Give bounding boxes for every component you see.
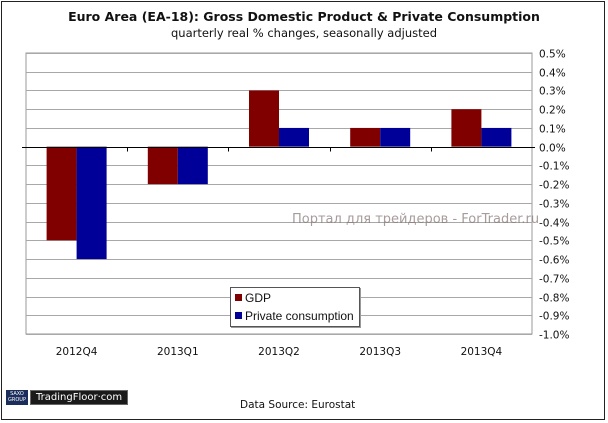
bar-private-consumption <box>76 146 107 260</box>
data-source: Data Source: Eurostat <box>240 399 356 411</box>
legend-label-gdp: GDP <box>245 291 272 305</box>
x-tick-label: 2012Q4 <box>56 346 98 358</box>
y-tick-label: 0.1% <box>539 124 566 136</box>
bar-gdp <box>249 90 279 147</box>
y-tick-label: 0.5% <box>539 49 566 61</box>
y-tick-label: -0.8% <box>539 293 569 305</box>
y-tick-label: 0.3% <box>539 86 566 98</box>
bar-gdp <box>147 146 178 185</box>
tradingfloor-logo: SAXO GROUP TradingFloor·com <box>6 390 129 405</box>
chart-subtitle: quarterly real % changes, seasonally adj… <box>170 26 438 40</box>
chart-legend: GDP Private consumption <box>230 287 360 327</box>
x-tick-label: 2013Q4 <box>461 346 503 358</box>
y-tick-label: -0.6% <box>539 255 569 267</box>
y-tick-label: -0.1% <box>539 161 569 173</box>
y-tick-label: 0.0% <box>539 143 566 155</box>
watermark: Портал для трейдеров - ForTrader.ru <box>292 212 540 227</box>
y-tick-label: -1.0% <box>539 330 569 342</box>
bar-private-consumption <box>380 127 411 147</box>
y-tick-label: -0.2% <box>539 180 569 192</box>
bar-gdp <box>350 127 381 147</box>
x-tick-label: 2013Q1 <box>157 346 199 358</box>
y-tick-label: -0.9% <box>539 311 569 323</box>
bar-private-consumption <box>177 146 208 185</box>
chart-title: Euro Area (EA-18): Gross Domestic Produc… <box>68 9 540 24</box>
bar-gdp <box>451 109 482 147</box>
x-tick-label: 2013Q2 <box>258 346 300 358</box>
bar-private-consumption <box>279 127 309 147</box>
legend-swatch-gdp <box>235 294 242 301</box>
legend-item-private-consumption: Private consumption <box>235 309 354 323</box>
y-tick-label: -0.3% <box>539 199 569 211</box>
saxo-logo: SAXO GROUP <box>6 390 28 405</box>
y-tick-label: -0.4% <box>539 218 569 230</box>
y-tick-label: 0.2% <box>539 105 566 117</box>
tradingfloor-logo-text: TradingFloor·com <box>30 390 129 405</box>
x-tick-label: 2013Q3 <box>359 346 401 358</box>
y-tick-label: 0.4% <box>539 68 566 80</box>
bar-gdp <box>46 146 77 241</box>
legend-swatch-private-consumption <box>235 312 242 319</box>
legend-label-private-consumption: Private consumption <box>245 309 354 323</box>
y-tick-label: -0.7% <box>539 274 569 286</box>
y-tick-label: -0.5% <box>539 236 569 248</box>
bar-private-consumption <box>481 127 512 147</box>
legend-item-gdp: GDP <box>235 291 271 305</box>
